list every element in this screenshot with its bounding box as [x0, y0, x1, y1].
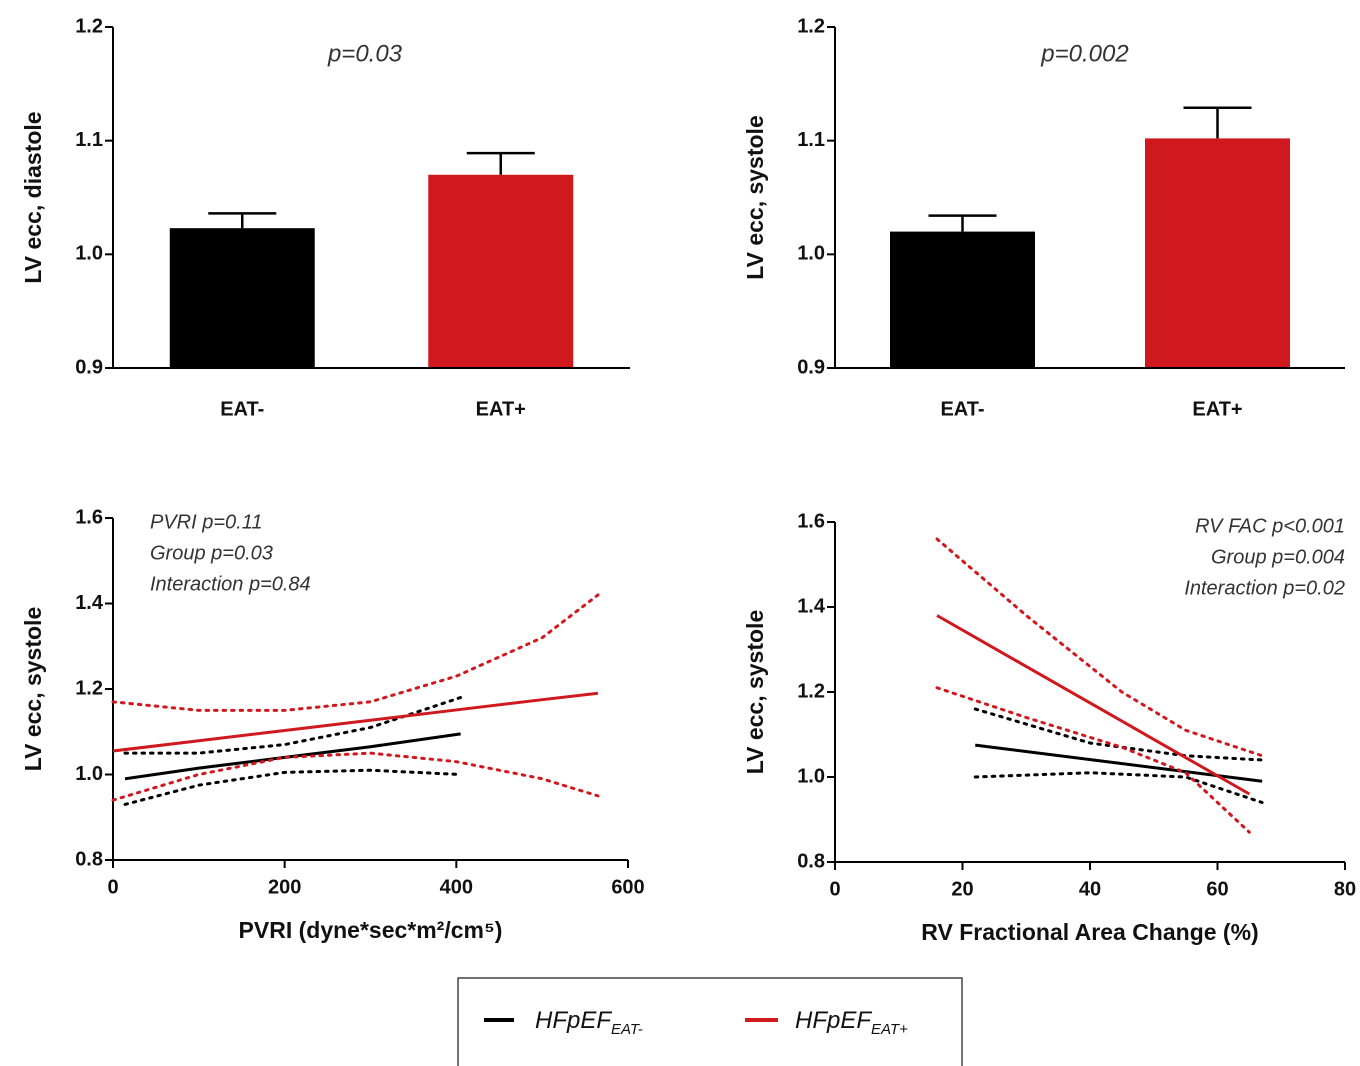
x-tick-label: 0: [107, 876, 118, 898]
legend-sub: EAT-: [611, 1021, 643, 1038]
annotation: RV FAC p<0.001: [1195, 515, 1345, 537]
x-axis-label: RV Fractional Area Change (%): [921, 919, 1258, 945]
y-tick-label: 1.0: [797, 243, 825, 265]
y-tick-label: 1.0: [75, 243, 103, 265]
legend-name: HFpEF: [795, 1007, 872, 1034]
y-axis-label: LV ecc, systole: [742, 610, 768, 775]
legend-label: HFpEFEAT-: [535, 1007, 643, 1038]
fit-line: [936, 614, 1251, 796]
x-tick-label: 60: [1206, 878, 1228, 900]
x-tick-label: 40: [1079, 878, 1101, 900]
y-tick-label: 1.0: [75, 763, 103, 785]
y-tick-label: 1.2: [797, 680, 825, 702]
bar: [890, 231, 1035, 368]
fit-line: [935, 537, 1264, 758]
annotation: Interaction p=0.02: [1184, 577, 1345, 599]
x-tick-label: EAT+: [1192, 398, 1242, 420]
legend-box: [457, 977, 963, 1066]
fit-line: [111, 751, 600, 802]
y-tick-label: 0.9: [75, 356, 103, 378]
y-tick-label: 1.2: [75, 677, 103, 699]
y-tick-label: 0.9: [797, 356, 825, 378]
legend-sub: EAT+: [871, 1021, 908, 1038]
x-axis-label: PVRI (dyne*sec*m²/cm⁵): [239, 917, 503, 943]
x-tick-label: EAT+: [476, 398, 526, 420]
x-tick-label: EAT-: [940, 398, 984, 420]
fit-line: [112, 691, 599, 753]
y-tick-label: 1.6: [797, 510, 825, 532]
x-tick-label: 400: [440, 876, 473, 898]
fit-line: [111, 593, 600, 712]
annotation: p=0.002: [1040, 40, 1128, 67]
x-tick-label: 0: [829, 878, 840, 900]
y-tick-label: 1.1: [75, 129, 103, 151]
y-tick-label: 0.8: [797, 850, 825, 872]
annotation: Group p=0.004: [1211, 546, 1345, 568]
fit-line: [973, 707, 1264, 762]
fit-line: [935, 686, 1251, 834]
legend-label: HFpEFEAT+: [795, 1007, 908, 1038]
annotation: Group p=0.03: [150, 542, 273, 564]
bar: [169, 228, 315, 368]
y-axis-label: LV ecc, diastole: [20, 111, 46, 283]
x-tick-label: 200: [268, 876, 301, 898]
annotation: Interaction p=0.84: [150, 573, 311, 595]
y-tick-label: 1.2: [797, 15, 825, 37]
fit-line: [123, 768, 463, 806]
bar: [1145, 138, 1290, 368]
x-tick-label: 80: [1334, 878, 1356, 900]
y-tick-label: 1.4: [75, 592, 104, 614]
y-axis-label: LV ecc, systole: [742, 115, 768, 280]
bar: [428, 174, 574, 368]
x-tick-label: EAT-: [220, 398, 264, 420]
legend-name: HFpEF: [535, 1007, 612, 1034]
y-tick-label: 1.6: [75, 506, 103, 528]
y-tick-label: 1.1: [797, 129, 825, 151]
y-axis-label: LV ecc, systole: [20, 607, 46, 772]
y-tick-label: 1.0: [797, 765, 825, 787]
y-tick-label: 1.4: [797, 595, 826, 617]
annotation: p=0.03: [327, 40, 403, 67]
fit-line: [973, 771, 1264, 804]
y-tick-label: 1.2: [75, 15, 103, 37]
y-tick-label: 0.8: [75, 848, 103, 870]
annotation: PVRI p=0.11: [150, 511, 262, 533]
x-tick-label: 600: [611, 876, 644, 898]
x-tick-label: 20: [951, 878, 973, 900]
